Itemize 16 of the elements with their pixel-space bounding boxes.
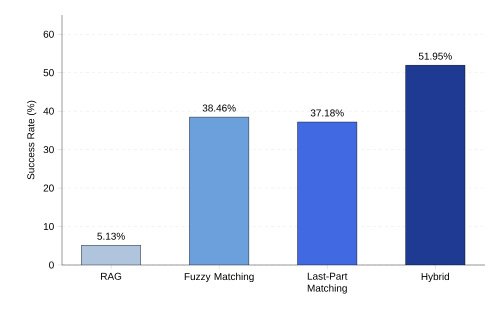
x-tick-label: Last-Part Matching <box>308 272 348 294</box>
x-tick-label: RAG <box>101 272 122 280</box>
y-tick-label: 0 <box>49 261 54 269</box>
y-tick-label: 20 <box>44 184 54 192</box>
x-tick-label: Fuzzy Matching <box>184 272 254 282</box>
x-tick-label: Hybrid <box>422 272 450 282</box>
data-label: 37.18% <box>310 109 344 116</box>
y-axis-title: Success Rate (%) <box>27 100 36 180</box>
y-tick-label: 40 <box>43 108 54 115</box>
y-tick-label: 50 <box>44 69 54 76</box>
data-label: 51.95% <box>418 52 452 60</box>
y-tick-label: 10 <box>44 223 54 230</box>
y-tick-label: 30 <box>44 146 54 154</box>
data-label: 38.46% <box>202 104 236 112</box>
y-tick-label: 60 <box>44 30 54 38</box>
data-label: 5.13% <box>97 232 125 240</box>
